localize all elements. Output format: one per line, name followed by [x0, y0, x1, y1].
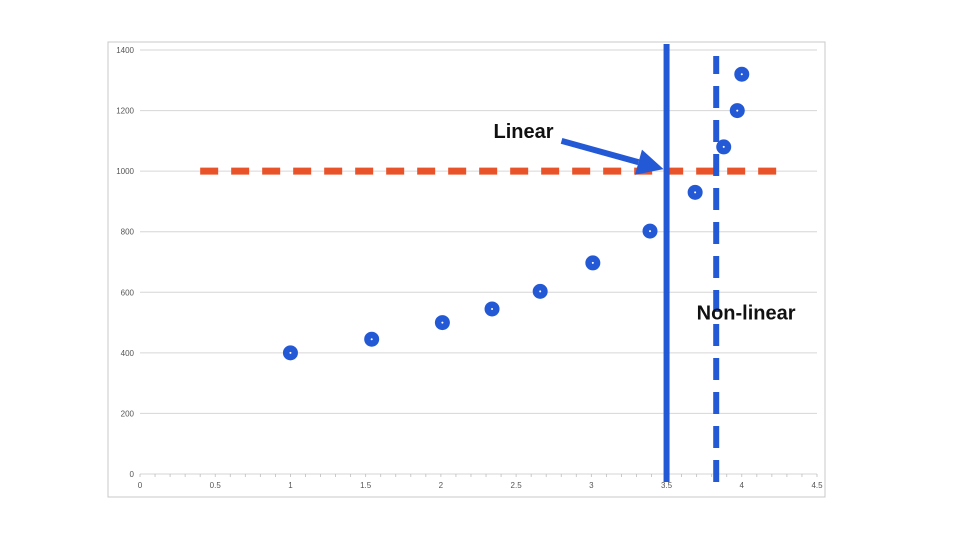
x-tick-label: 1.5 — [360, 481, 372, 490]
data-point-center — [722, 145, 725, 148]
y-tick-label: 1000 — [116, 167, 134, 176]
y-tick-label: 0 — [130, 470, 135, 479]
y-tick-label: 1400 — [116, 46, 134, 55]
x-tick-label: 2 — [439, 481, 444, 490]
data-point-center — [591, 261, 594, 264]
reference-lines — [200, 43, 787, 482]
y-axis-ticks: 0 200 400 600 800 1000 1200 1400 — [116, 46, 134, 479]
data-points — [282, 66, 750, 361]
data-point-center — [370, 338, 373, 341]
y-tick-label: 200 — [121, 409, 135, 418]
x-tick-label: 2.5 — [511, 481, 523, 490]
x-tick-label: 1 — [288, 481, 293, 490]
y-tick-label: 1200 — [116, 107, 134, 116]
annotation-linear: Linear — [494, 121, 554, 143]
x-tick-label: 3.5 — [661, 481, 673, 490]
x-axis-ticks: 0 0.5 1 1.5 2 2.5 3 3.5 4 4.5 — [138, 474, 823, 490]
annotation-non-linear: Non-linear — [697, 303, 796, 325]
data-point-center — [441, 321, 444, 324]
arrow-head — [635, 149, 664, 175]
grid-lines — [140, 49, 817, 475]
arrow-shaft — [560, 137, 640, 166]
y-tick-label: 800 — [121, 228, 135, 237]
x-tick-label: 0 — [138, 481, 143, 490]
data-point-center — [694, 191, 697, 194]
data-point-center — [289, 351, 292, 354]
x-tick-label: 0.5 — [210, 481, 222, 490]
chart-frame — [107, 41, 826, 498]
x-tick-label: 4 — [740, 481, 745, 490]
data-point-center — [491, 307, 494, 310]
x-tick-label: 4.5 — [811, 481, 823, 490]
data-point-center — [740, 73, 743, 76]
y-tick-label: 400 — [121, 349, 135, 358]
annotations: Linear Non-linear — [494, 121, 796, 325]
data-point-center — [649, 230, 652, 233]
x-tick-label: 3 — [589, 481, 594, 490]
data-point-center — [539, 290, 542, 293]
y-tick-label: 600 — [121, 288, 135, 297]
data-point-center — [736, 109, 739, 112]
